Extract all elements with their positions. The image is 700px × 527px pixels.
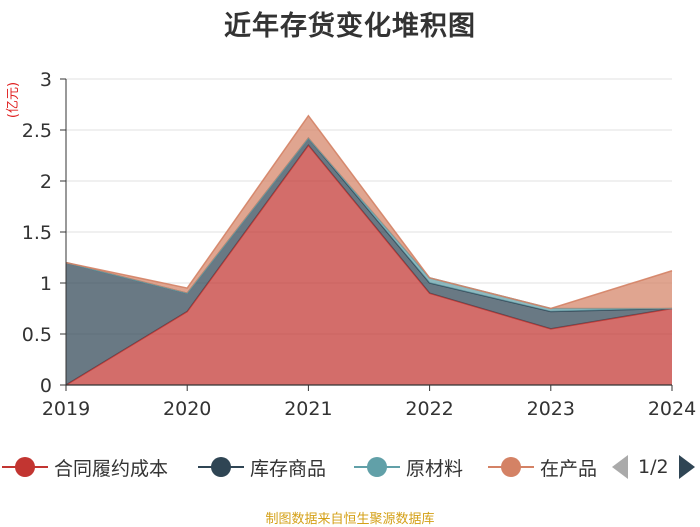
- area-series-0: [66, 145, 672, 385]
- legend-label-inventory-goods: 库存商品: [250, 457, 327, 480]
- legend-item-raw-materials[interactable]: 原材料: [354, 452, 463, 482]
- y-tick-label-0: 0: [40, 375, 52, 397]
- legend-visible-region: 合同履约成本 库存商品 原材料: [0, 452, 598, 482]
- area-layer: [65, 114, 673, 386]
- legend-marker-raw-materials: [354, 452, 400, 482]
- legend-label-raw-materials: 原材料: [406, 457, 464, 480]
- chart-title: 近年存货变化堆积图: [224, 11, 476, 42]
- line-series-3: [65, 114, 673, 310]
- legend-prev-page-icon[interactable]: [612, 455, 628, 479]
- legend-item-contract-cost[interactable]: 合同履约成本: [2, 452, 168, 482]
- y-axis-unit-label: (亿元): [6, 82, 21, 118]
- legend-marker-contract-cost: [2, 452, 48, 482]
- x-tick-label-4: 2023: [527, 398, 575, 420]
- legend-next-page-icon[interactable]: [678, 455, 695, 479]
- y-tick-label-6: 3: [40, 69, 52, 91]
- legend-label-contract-cost: 合同履约成本: [54, 457, 169, 480]
- legend-item-work-in-progress[interactable]: 在产品: [488, 452, 597, 482]
- x-tick-label-2: 2021: [284, 398, 332, 420]
- legend-marker-work-in-progress: [488, 452, 534, 482]
- legend: 合同履约成本 库存商品 原材料: [0, 452, 700, 482]
- legend-page-indicator: 1/2: [638, 456, 669, 478]
- x-tick-label-1: 2020: [163, 398, 211, 420]
- legend-item-inventory-goods[interactable]: 库存商品: [198, 452, 326, 482]
- axis-layer: 0 0.5 1 1.5 2 2.5 3 2019 2020 2021 2022 2023 2024: [22, 69, 696, 420]
- x-tick-label-0: 2019: [42, 398, 90, 420]
- legend-marker-inventory-goods: [198, 452, 244, 482]
- y-tick-label-3: 1.5: [22, 222, 52, 244]
- y-tick-label-2: 1: [40, 273, 52, 295]
- y-tick-label-5: 2.5: [22, 120, 52, 142]
- plot-area: 0 0.5 1 1.5 2 2.5 3 2019 2020 2021 2022 2023 2024 (亿…: [6, 69, 696, 420]
- legend-label-work-in-progress: 在产品: [540, 457, 598, 480]
- legend-pager: 1/2: [612, 452, 695, 482]
- y-tick-label-4: 2: [40, 171, 52, 193]
- data-source-note: 制图数据来自恒生聚源数据库: [265, 512, 435, 527]
- x-tick-label-5: 2024: [648, 398, 696, 420]
- x-tick-label-3: 2022: [405, 398, 453, 420]
- y-tick-label-1: 0.5: [22, 324, 52, 346]
